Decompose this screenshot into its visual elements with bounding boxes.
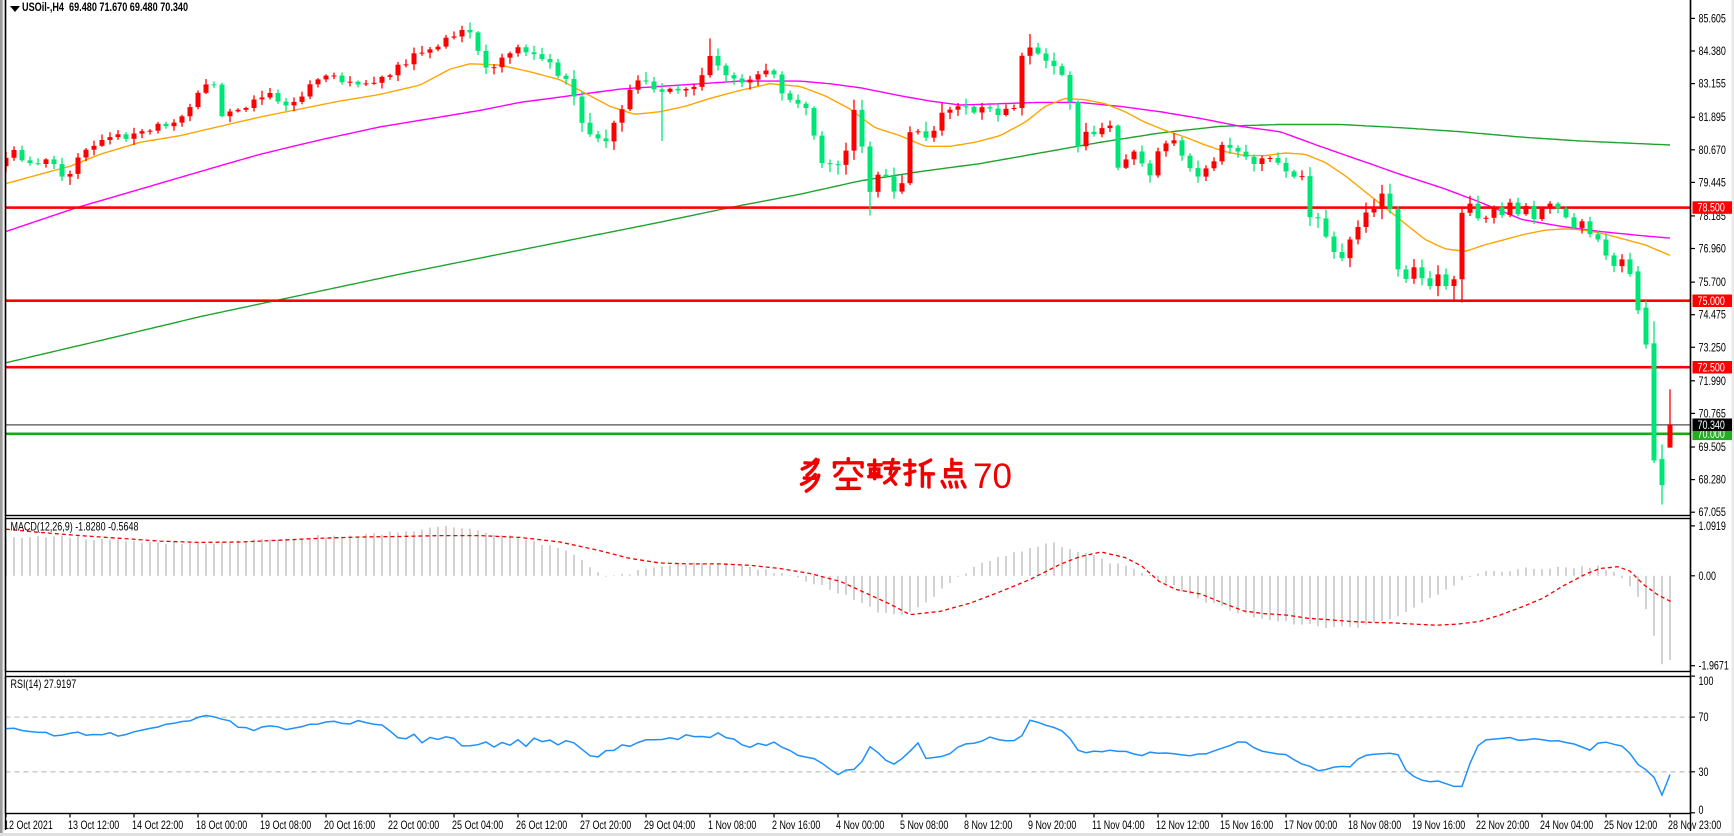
svg-text:MACD(12,26,9) -1.8280 -0.5648: MACD(12,26,9) -1.8280 -0.5648 xyxy=(11,522,139,534)
svg-text:USOil-,H4 69.480 71.670 69.48: USOil-,H4 69.480 71.670 69.480 70.340 xyxy=(22,1,188,15)
svg-text:2 Nov 16:00: 2 Nov 16:00 xyxy=(772,820,821,832)
svg-text:0: 0 xyxy=(1699,805,1704,817)
svg-text:RSI(14) 27.9197: RSI(14) 27.9197 xyxy=(11,679,77,691)
svg-text:74.475: 74.475 xyxy=(1699,310,1727,322)
svg-text:12 Oct 2021: 12 Oct 2021 xyxy=(4,820,53,832)
svg-text:70: 70 xyxy=(973,457,1012,496)
svg-text:0.00: 0.00 xyxy=(1699,571,1717,583)
svg-text:12 Nov 12:00: 12 Nov 12:00 xyxy=(1156,820,1210,832)
svg-text:70: 70 xyxy=(1699,712,1709,724)
svg-text:22 Nov 20:00: 22 Nov 20:00 xyxy=(1476,820,1530,832)
svg-text:75.000: 75.000 xyxy=(1698,296,1726,308)
svg-text:26 Oct 12:00: 26 Oct 12:00 xyxy=(516,820,568,832)
svg-text:79.445: 79.445 xyxy=(1699,177,1727,189)
svg-text:84.380: 84.380 xyxy=(1699,46,1727,58)
svg-text:73.250: 73.250 xyxy=(1699,342,1727,354)
svg-text:68.280: 68.280 xyxy=(1699,475,1727,487)
svg-text:5 Nov 08:00: 5 Nov 08:00 xyxy=(900,820,949,832)
svg-text:70.340: 70.340 xyxy=(1698,420,1726,432)
svg-text:80.670: 80.670 xyxy=(1699,145,1727,157)
svg-text:85.605: 85.605 xyxy=(1699,13,1727,25)
svg-text:17 Nov 00:00: 17 Nov 00:00 xyxy=(1284,820,1338,832)
svg-text:15 Nov 16:00: 15 Nov 16:00 xyxy=(1220,820,1274,832)
svg-text:67.055: 67.055 xyxy=(1699,507,1727,519)
svg-text:1.0919: 1.0919 xyxy=(1699,521,1727,533)
svg-text:75.700: 75.700 xyxy=(1699,277,1727,289)
svg-text:69.505: 69.505 xyxy=(1699,442,1727,454)
svg-text:27 Oct 20:00: 27 Oct 20:00 xyxy=(580,820,632,832)
svg-text:9 Nov 20:00: 9 Nov 20:00 xyxy=(1028,820,1077,832)
svg-text:13 Oct 12:00: 13 Oct 12:00 xyxy=(68,820,120,832)
svg-text:19 Nov 16:00: 19 Nov 16:00 xyxy=(1412,820,1466,832)
svg-text:81.895: 81.895 xyxy=(1699,112,1727,124)
svg-text:76.960: 76.960 xyxy=(1699,244,1727,256)
svg-text:72.500: 72.500 xyxy=(1698,363,1726,375)
svg-text:18 Nov 08:00: 18 Nov 08:00 xyxy=(1348,820,1402,832)
svg-text:28 Nov 23:00: 28 Nov 23:00 xyxy=(1668,820,1722,832)
svg-text:71.990: 71.990 xyxy=(1699,376,1727,388)
svg-text:8 Nov 12:00: 8 Nov 12:00 xyxy=(964,820,1013,832)
svg-text:14 Oct 22:00: 14 Oct 22:00 xyxy=(132,820,184,832)
svg-text:1 Nov 08:00: 1 Nov 08:00 xyxy=(708,820,757,832)
svg-text:25 Oct 04:00: 25 Oct 04:00 xyxy=(452,820,504,832)
svg-text:18 Oct 00:00: 18 Oct 00:00 xyxy=(196,820,248,832)
svg-text:70.765: 70.765 xyxy=(1699,409,1727,421)
svg-text:22 Oct 00:00: 22 Oct 00:00 xyxy=(388,820,440,832)
svg-text:24 Nov 04:00: 24 Nov 04:00 xyxy=(1540,820,1594,832)
svg-text:11 Nov 04:00: 11 Nov 04:00 xyxy=(1092,820,1145,832)
svg-text:100: 100 xyxy=(1699,676,1714,688)
svg-text:30: 30 xyxy=(1699,767,1709,779)
svg-text:29 Oct 04:00: 29 Oct 04:00 xyxy=(644,820,696,832)
svg-text:70.000: 70.000 xyxy=(1698,429,1726,441)
svg-text:78.185: 78.185 xyxy=(1699,211,1727,223)
svg-text:19 Oct 08:00: 19 Oct 08:00 xyxy=(260,820,312,832)
svg-text:-1.9671: -1.9671 xyxy=(1699,661,1730,673)
svg-text:4 Nov 00:00: 4 Nov 00:00 xyxy=(836,820,885,832)
svg-text:20 Oct 16:00: 20 Oct 16:00 xyxy=(324,820,376,832)
svg-text:78.500: 78.500 xyxy=(1698,203,1726,215)
svg-text:83.155: 83.155 xyxy=(1699,79,1727,91)
svg-text:25 Nov 12:00: 25 Nov 12:00 xyxy=(1604,820,1658,832)
